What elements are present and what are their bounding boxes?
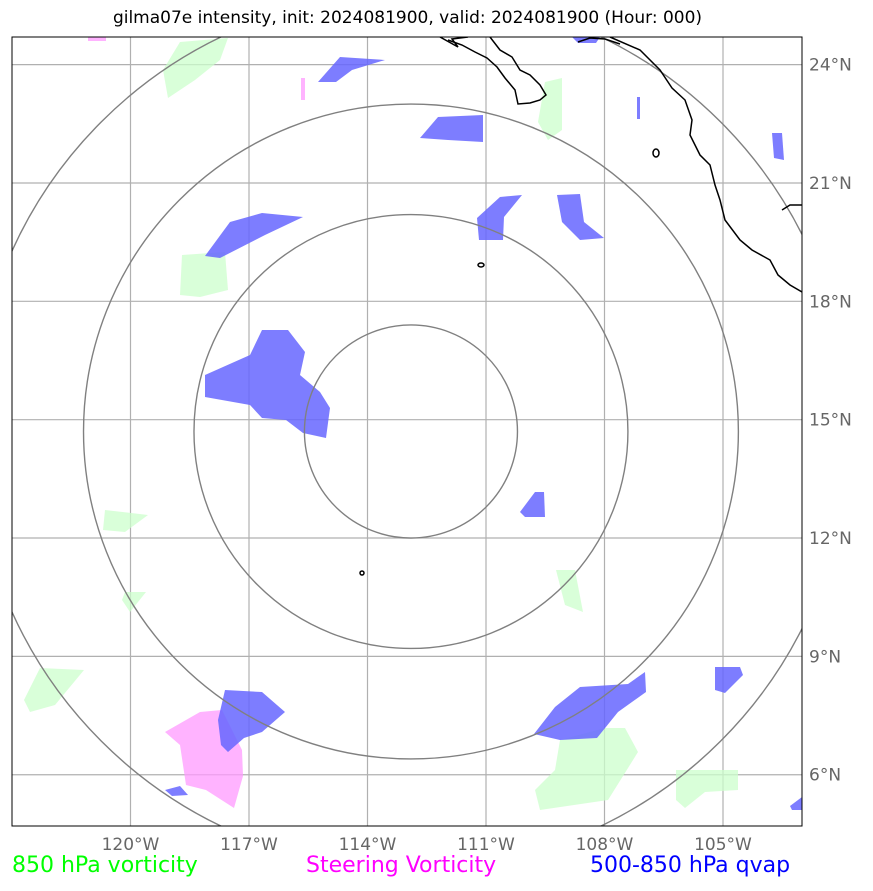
qvap-patch bbox=[520, 492, 545, 517]
gridlines bbox=[12, 37, 802, 826]
lon-tick-label: 120°W bbox=[102, 835, 160, 855]
plot-frame bbox=[11, 36, 803, 827]
vort850-patch bbox=[676, 770, 738, 808]
lat-tick-label: 18°N bbox=[809, 292, 852, 312]
lat-tick-label: 6°N bbox=[809, 766, 841, 786]
qvap-patch bbox=[637, 97, 640, 119]
legend-qvap: 500-850 hPa qvap bbox=[590, 853, 791, 878]
legend-steering: Steering Vorticity bbox=[306, 853, 497, 878]
vort850-patch bbox=[122, 592, 146, 612]
steering-layer bbox=[88, 37, 305, 808]
coastline bbox=[359, 37, 802, 576]
lon-tick-label: 111°W bbox=[457, 835, 515, 855]
vort850-patch bbox=[103, 510, 148, 532]
qvap-patch bbox=[218, 690, 285, 752]
longitude-tick-labels: 120°W 117°W 114°W 111°W 108°W 105°W bbox=[102, 835, 752, 855]
qvap-patch bbox=[205, 213, 303, 258]
vort850-patch bbox=[538, 78, 562, 140]
lat-tick-label: 24°N bbox=[809, 56, 852, 76]
qvap-patch bbox=[420, 115, 483, 142]
coastline-sinaloa bbox=[577, 37, 621, 45]
lat-tick-label: 12°N bbox=[809, 529, 852, 549]
lat-tick-label: 21°N bbox=[809, 174, 852, 194]
vort850-patch bbox=[535, 728, 638, 810]
legend-vort850: 850 hPa vorticity bbox=[12, 853, 198, 878]
range-ring bbox=[193, 213, 629, 650]
qvap-patch bbox=[715, 667, 743, 693]
vort850-patch bbox=[556, 570, 583, 612]
lon-tick-label: 108°W bbox=[576, 835, 634, 855]
qvap-patch bbox=[205, 330, 330, 438]
lat-tick-label: 9°N bbox=[809, 647, 841, 667]
lon-tick-label: 105°W bbox=[694, 835, 752, 855]
island bbox=[652, 148, 660, 158]
qvap-patch bbox=[790, 797, 802, 810]
steering-patch bbox=[301, 78, 305, 100]
qvap-patch bbox=[557, 194, 604, 240]
coastline-mexico bbox=[609, 37, 802, 293]
lon-tick-label: 117°W bbox=[220, 835, 278, 855]
qvap-patch bbox=[318, 57, 385, 82]
coastline-mexico-east bbox=[781, 204, 802, 211]
map-title: gilma07e intensity, init: 2024081900, va… bbox=[112, 8, 703, 28]
qvap-layer bbox=[165, 37, 802, 810]
range-ring bbox=[82, 103, 740, 760]
vort850-patch bbox=[24, 668, 84, 712]
qvap-patch bbox=[165, 786, 188, 796]
vort850-patch bbox=[163, 38, 228, 98]
coastline-mainland bbox=[447, 37, 547, 105]
range-ring bbox=[12, 37, 802, 826]
qvap-patch bbox=[772, 133, 784, 160]
island bbox=[477, 262, 485, 268]
range-ring bbox=[303, 324, 519, 539]
steering-patch bbox=[88, 37, 106, 41]
lon-tick-label: 114°W bbox=[339, 835, 397, 855]
island bbox=[359, 570, 365, 576]
range-rings bbox=[12, 37, 802, 826]
lat-tick-label: 15°N bbox=[809, 411, 852, 431]
latitude-tick-labels: 24°N 21°N 18°N 15°N 12°N 9°N 6°N bbox=[809, 56, 852, 786]
vort850-layer bbox=[24, 38, 738, 810]
vort850-patch bbox=[180, 252, 228, 297]
